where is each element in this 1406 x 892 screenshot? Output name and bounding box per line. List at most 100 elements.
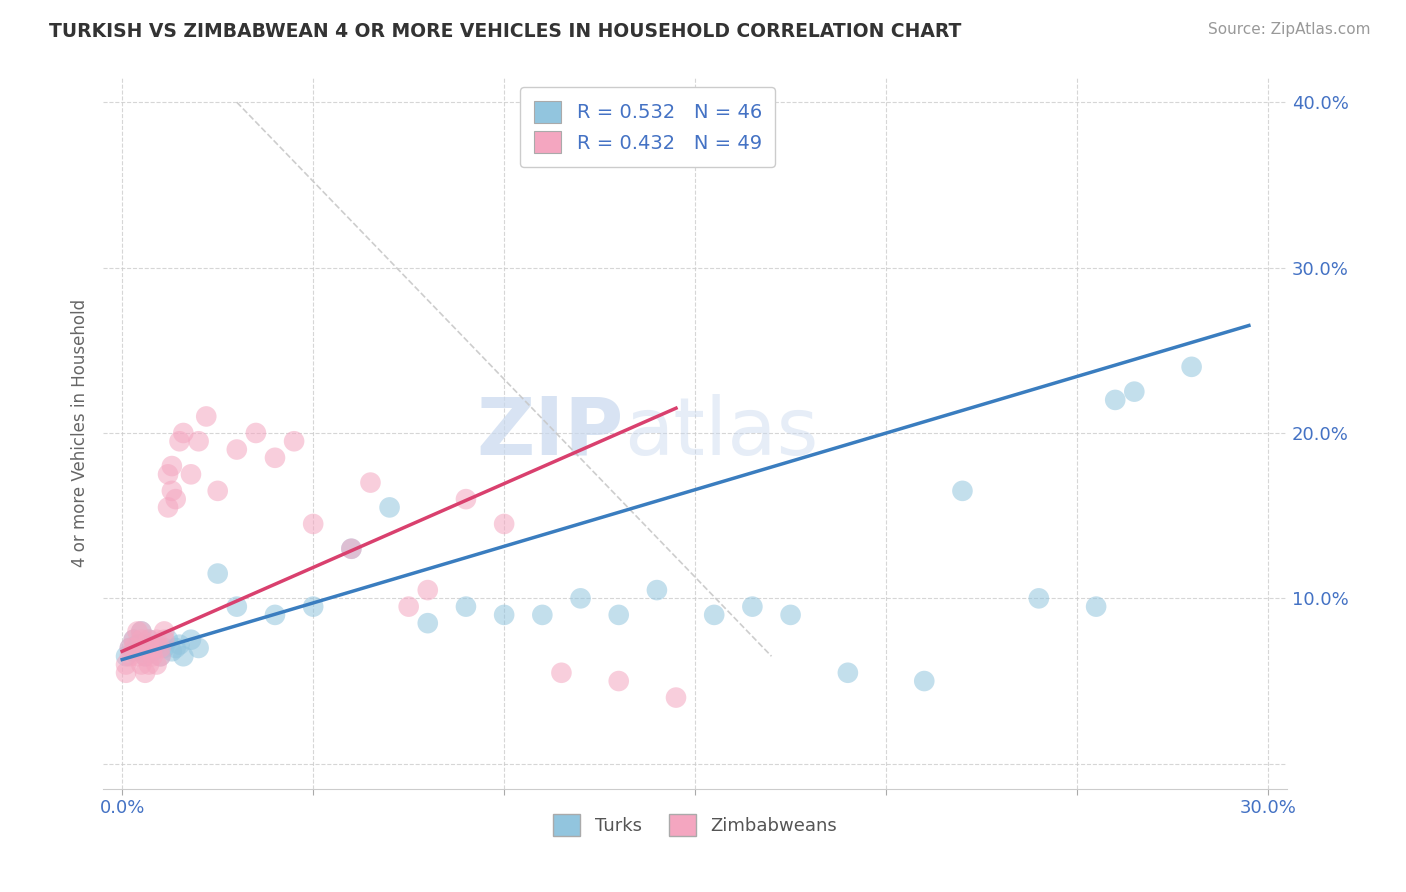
Point xyxy=(145,638,167,652)
Point xyxy=(127,638,149,652)
Point xyxy=(145,657,167,672)
Point xyxy=(779,607,801,622)
Point xyxy=(1028,591,1050,606)
Point xyxy=(283,434,305,449)
Point xyxy=(165,492,187,507)
Point xyxy=(195,409,218,424)
Point xyxy=(157,467,180,482)
Point xyxy=(122,632,145,647)
Point xyxy=(912,673,935,688)
Point xyxy=(703,607,725,622)
Point xyxy=(378,500,401,515)
Point xyxy=(149,649,172,664)
Point xyxy=(127,624,149,639)
Point xyxy=(207,483,229,498)
Point xyxy=(149,649,172,664)
Point xyxy=(157,500,180,515)
Text: Source: ZipAtlas.com: Source: ZipAtlas.com xyxy=(1208,22,1371,37)
Point xyxy=(225,599,247,614)
Point xyxy=(264,607,287,622)
Point xyxy=(131,624,153,639)
Point xyxy=(187,434,209,449)
Text: ZIP: ZIP xyxy=(477,394,624,472)
Point xyxy=(340,541,363,556)
Point xyxy=(153,632,176,647)
Point xyxy=(145,632,167,647)
Point xyxy=(131,644,153,658)
Point xyxy=(569,591,592,606)
Point xyxy=(118,649,141,664)
Point xyxy=(118,640,141,655)
Point xyxy=(134,665,156,680)
Point xyxy=(494,607,516,622)
Y-axis label: 4 or more Vehicles in Household: 4 or more Vehicles in Household xyxy=(72,299,89,567)
Text: TURKISH VS ZIMBABWEAN 4 OR MORE VEHICLES IN HOUSEHOLD CORRELATION CHART: TURKISH VS ZIMBABWEAN 4 OR MORE VEHICLES… xyxy=(49,22,962,41)
Point xyxy=(134,649,156,664)
Point xyxy=(531,607,554,622)
Point xyxy=(416,616,439,631)
Point xyxy=(225,442,247,457)
Point xyxy=(645,583,668,598)
Point xyxy=(138,640,160,655)
Point xyxy=(131,624,153,639)
Point xyxy=(359,475,381,490)
Point xyxy=(302,599,325,614)
Point xyxy=(180,632,202,647)
Point xyxy=(118,640,141,655)
Point xyxy=(264,450,287,465)
Point xyxy=(153,624,176,639)
Point xyxy=(115,657,138,672)
Point xyxy=(122,640,145,655)
Text: atlas: atlas xyxy=(624,394,818,472)
Point xyxy=(160,458,183,473)
Point xyxy=(122,644,145,658)
Point xyxy=(172,649,194,664)
Point xyxy=(416,583,439,598)
Point xyxy=(302,516,325,531)
Point xyxy=(1104,392,1126,407)
Point xyxy=(131,657,153,672)
Point xyxy=(607,673,630,688)
Point xyxy=(138,657,160,672)
Point xyxy=(494,516,516,531)
Point xyxy=(134,638,156,652)
Point xyxy=(115,649,138,664)
Point xyxy=(1181,359,1204,374)
Point xyxy=(1123,384,1146,399)
Point xyxy=(665,690,688,705)
Point xyxy=(165,640,187,655)
Point xyxy=(340,541,363,556)
Point xyxy=(952,483,974,498)
Point xyxy=(153,640,176,655)
Point xyxy=(454,599,477,614)
Point xyxy=(127,649,149,664)
Point xyxy=(160,644,183,658)
Point xyxy=(138,632,160,647)
Point xyxy=(1085,599,1108,614)
Point xyxy=(607,607,630,622)
Point xyxy=(207,566,229,581)
Legend: Turks, Zimbabweans: Turks, Zimbabweans xyxy=(546,807,844,844)
Point xyxy=(187,640,209,655)
Point xyxy=(245,425,267,440)
Point xyxy=(138,632,160,647)
Point xyxy=(454,492,477,507)
Point xyxy=(142,644,165,658)
Point xyxy=(138,640,160,655)
Point xyxy=(550,665,572,680)
Point xyxy=(398,599,420,614)
Point xyxy=(741,599,763,614)
Point xyxy=(160,483,183,498)
Point xyxy=(142,640,165,655)
Point xyxy=(157,632,180,647)
Point xyxy=(115,665,138,680)
Point xyxy=(142,649,165,664)
Point xyxy=(837,665,859,680)
Point xyxy=(169,434,191,449)
Point xyxy=(149,640,172,655)
Point xyxy=(122,632,145,647)
Point xyxy=(180,467,202,482)
Point xyxy=(172,425,194,440)
Point xyxy=(169,638,191,652)
Point xyxy=(131,632,153,647)
